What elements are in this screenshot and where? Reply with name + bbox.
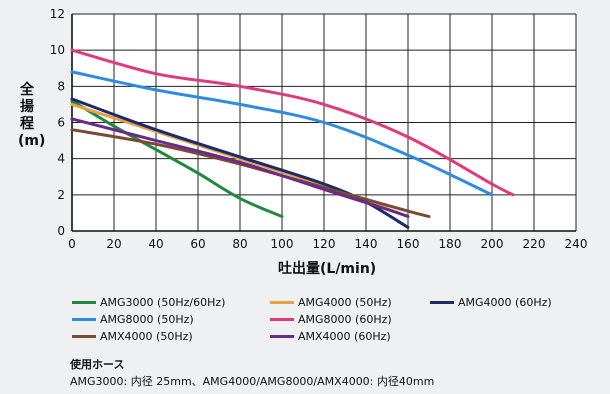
y-tick-label: 8 — [57, 79, 65, 93]
x-tick-label: 200 — [481, 237, 504, 251]
x-tick-label: 100 — [271, 237, 294, 251]
hose-note: 使用ホース AMG3000: 内径 25mm、AMG4000/AMG8000/A… — [70, 356, 434, 390]
series-lines — [70, 48, 515, 229]
y-tick-label: 12 — [50, 7, 65, 21]
x-tick-label: 40 — [148, 237, 163, 251]
series-line-3 — [70, 70, 494, 197]
x-tick-label: 140 — [355, 237, 378, 251]
x-tick-label: 20 — [106, 237, 121, 251]
y-axis-label: 全揚程(m) — [18, 82, 46, 149]
y-tick-label: 2 — [57, 188, 65, 202]
hose-text: AMG3000: 内径 25mm、AMG4000/AMG8000/AMX4000… — [70, 375, 435, 388]
y-tick-label: 0 — [57, 224, 65, 238]
x-tick-label: 160 — [397, 237, 420, 251]
x-tick-label: 80 — [232, 237, 247, 251]
y-tick-label: 10 — [50, 43, 65, 57]
x-tick-label: 120 — [313, 237, 336, 251]
series-line-4 — [70, 48, 515, 197]
x-tick-label: 220 — [523, 237, 546, 251]
x-tick-label: 240 — [565, 237, 588, 251]
x-tick-label: 0 — [68, 237, 76, 251]
series-line-6 — [70, 117, 410, 218]
x-tick-label: 180 — [439, 237, 462, 251]
y-tick-label: 4 — [57, 152, 65, 166]
y-tick-label: 6 — [57, 116, 65, 130]
x-tick-label: 60 — [190, 237, 205, 251]
series-line-0 — [70, 99, 284, 218]
hose-title: 使用ホース — [70, 358, 125, 371]
tick-labels: 0 20 40 60 80 100 120 140 160 180 200 220 240 0 2 4 6 8 10… — [50, 7, 588, 251]
x-axis-label: 吐出量(L/min) — [278, 261, 377, 277]
